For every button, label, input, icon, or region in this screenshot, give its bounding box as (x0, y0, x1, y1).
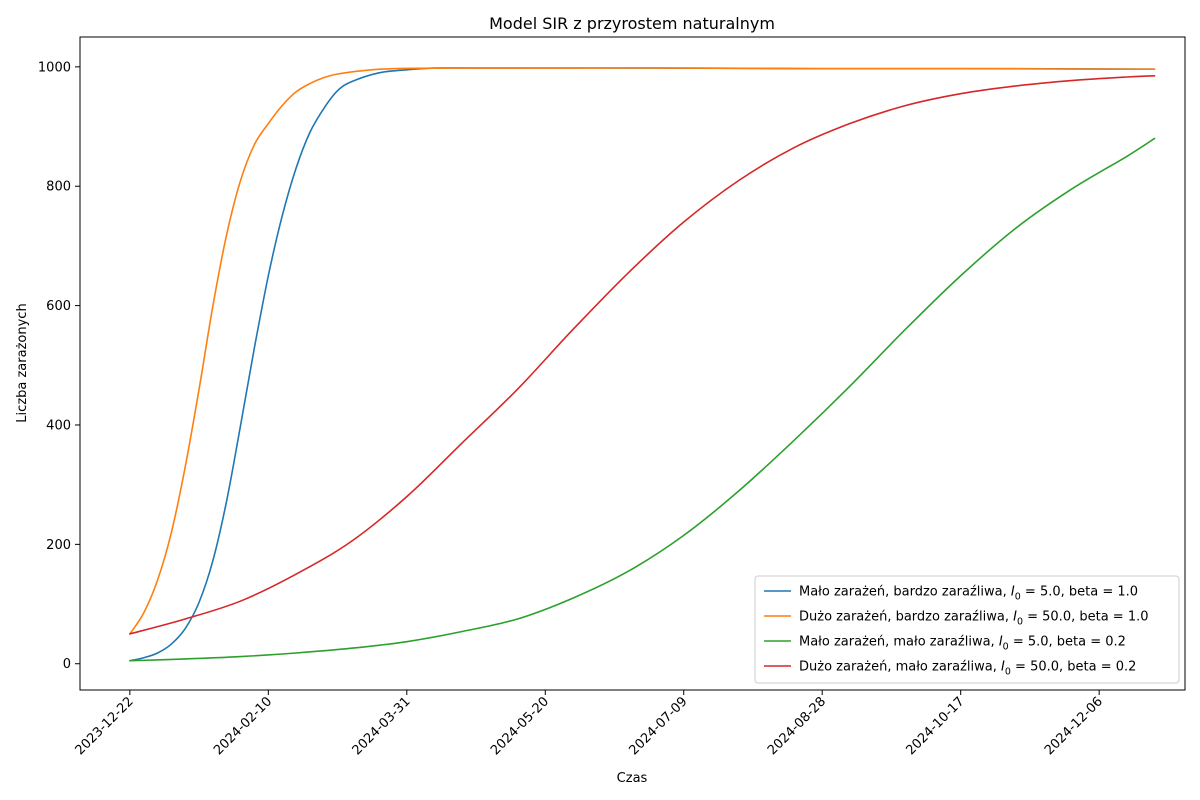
x-tick-label: 2024-10-17 (903, 694, 967, 758)
y-tick-label: 800 (46, 180, 71, 195)
chart-title: Model SIR z przyrostem naturalnym (489, 14, 775, 33)
x-tick-label: 2024-02-10 (211, 694, 275, 758)
y-tick-label: 0 (63, 657, 71, 672)
legend-entry-4: Dużo zarażeń, mało zaraźliwa, I0 = 50.0,… (799, 660, 1136, 678)
x-tick-label: 2024-12-06 (1042, 694, 1106, 758)
y-axis-ticks: 0 200 400 600 800 1000 (38, 60, 80, 672)
legend-entry-1: Mało zarażeń, bardzo zaraźliwa, I0 = 5.0… (799, 585, 1138, 603)
series-lines (129, 67, 1156, 662)
series-line-3 (129, 137, 1156, 662)
legend-entry-3: Mało zarażeń, mało zaraźliwa, I0 = 5.0, … (799, 635, 1126, 653)
plot-frame (79, 36, 1186, 691)
series-line-2 (129, 67, 1156, 635)
legend-box (754, 575, 1180, 684)
x-tick-label: 2023-12-22 (73, 694, 137, 758)
x-tick-label: 2024-03-31 (350, 694, 414, 758)
legend-entry-2: Dużo zarażeń, bardzo zaraźliwa, I0 = 50.… (799, 610, 1149, 628)
y-tick-label: 1000 (38, 60, 71, 75)
y-tick-label: 200 (46, 538, 71, 553)
legend: Mało zarażeń, bardzo zaraźliwa, I0 = 5.0… (754, 575, 1180, 684)
y-tick-label: 600 (46, 299, 71, 314)
x-tick-label: 2024-07-09 (627, 694, 691, 758)
x-tick-label: 2024-05-20 (488, 694, 552, 758)
x-axis-ticks: 2023-12-22 2024-02-10 2024-03-31 2024-05-20… (73, 690, 1106, 758)
series-line-4 (129, 75, 1156, 635)
y-axis-label: Liczba zarażonych (15, 303, 30, 422)
series-line-1 (129, 67, 1156, 662)
x-axis-label: Czas (617, 771, 648, 786)
y-tick-label: 400 (46, 418, 71, 433)
x-tick-label: 2024-08-28 (765, 694, 829, 758)
